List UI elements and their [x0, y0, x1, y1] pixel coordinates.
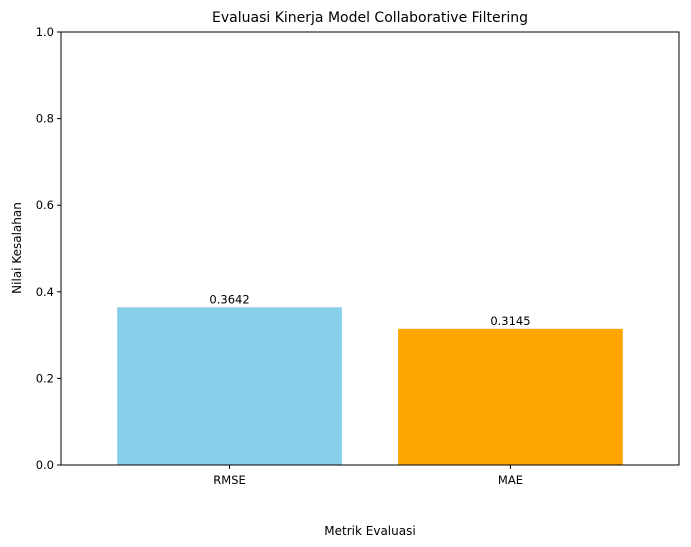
x-tick-label-rmse: RMSE	[213, 473, 245, 487]
axes-frame	[60, 31, 680, 466]
data-labels-group: 0.3642 0.3145	[209, 292, 530, 328]
bar-mae	[398, 328, 623, 465]
y-axis-ticks: 0.0 0.2 0.4 0.6 0.8 1.0	[36, 25, 61, 472]
y-tick-label: 1.0	[36, 25, 54, 39]
data-label-rmse: 0.3642	[209, 292, 249, 306]
chart-title: Evaluasi Kinerja Model Collaborative Fil…	[212, 10, 528, 26]
x-axis-label: Metrik Evaluasi	[324, 524, 415, 538]
plot-area: 0.3642 0.3145 0.0 0.2 0.4 0.6 0.8 1.0 RMSE MAE	[36, 25, 680, 487]
data-label-mae: 0.3145	[490, 314, 530, 328]
y-tick-label: 0.4	[36, 285, 54, 299]
y-tick-label: 0.6	[36, 198, 54, 212]
bars-group	[117, 307, 623, 465]
y-tick-label: 0.0	[36, 458, 54, 472]
x-tick-label-mae: MAE	[498, 473, 523, 487]
y-tick-label: 0.8	[36, 112, 54, 126]
y-tick-label: 0.2	[36, 371, 54, 385]
y-axis-label: Nilai Kesalahan	[10, 202, 24, 294]
x-axis-ticks: RMSE MAE	[213, 465, 523, 487]
bar-rmse	[117, 307, 342, 465]
